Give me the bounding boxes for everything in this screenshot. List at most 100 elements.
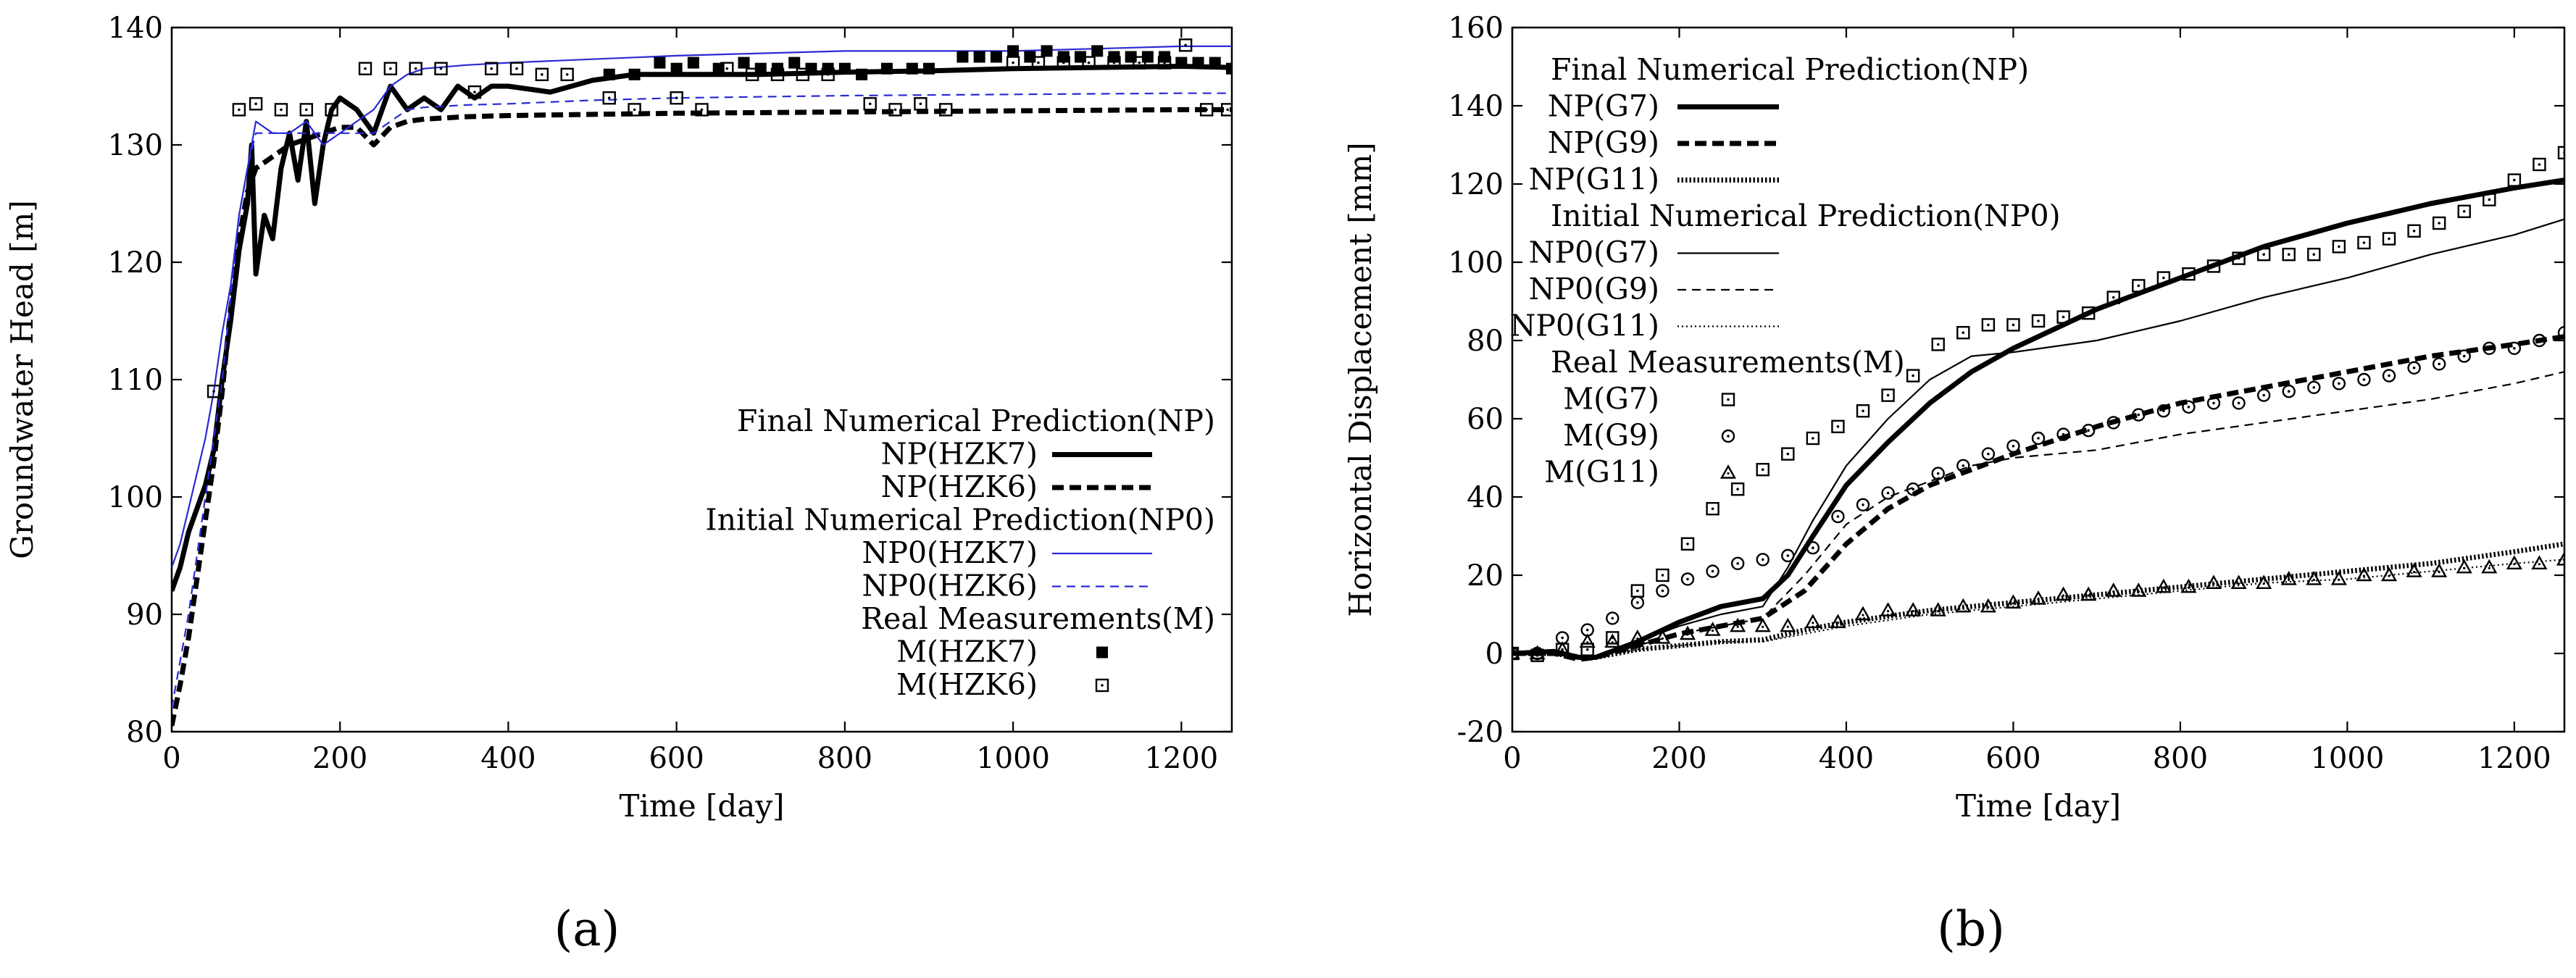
- data-point-m_g7: [2282, 248, 2296, 262]
- data-point-m_g11: [2506, 555, 2522, 569]
- series-line-np0_hzk6: [172, 92, 1232, 709]
- data-point-m_hzk7: [990, 51, 1002, 63]
- x-tick-label: 0: [1503, 742, 1521, 775]
- legend-group-title: Real Measurements(M): [861, 601, 1215, 636]
- data-point-m_g7: [2407, 224, 2421, 238]
- chart-a: 0 200 400 600 800 1000 1200 80 90 100 110 120 130 140…: [4, 12, 1233, 824]
- data-point-m_hzk6: [409, 62, 422, 75]
- data-point-m_hzk7: [880, 62, 893, 75]
- data-point-m_hzk6: [1082, 56, 1096, 70]
- data-point-m_hzk6: [1006, 56, 1020, 70]
- data-point-m_hzk6: [695, 103, 709, 117]
- legend-entry-label: NP(HZK7): [881, 437, 1038, 472]
- data-point-m_g11: [2130, 582, 2147, 597]
- data-point-m_g11: [2481, 559, 2498, 574]
- panel-label-a: (a): [554, 901, 620, 957]
- data-point-m_g7: [1856, 404, 1870, 418]
- data-point-m_g11: [1554, 641, 1571, 656]
- data-point-m_g9: [1730, 556, 1745, 570]
- data-point-m_g9: [1781, 548, 1795, 563]
- data-point-m_g9: [2132, 408, 2146, 422]
- data-point-m_g9: [2031, 431, 2046, 446]
- data-point-m_g7: [2507, 173, 2522, 187]
- y-tick-label: 160: [1449, 12, 1504, 45]
- data-point-m_g11: [2556, 551, 2564, 566]
- y-tick-label: 80: [126, 716, 163, 749]
- y-axis-label: Groundwater Head [m]: [4, 200, 40, 559]
- data-point-m_g9: [1706, 564, 1720, 578]
- y-tick-label: -20: [1457, 716, 1504, 749]
- legend-swatch-m_hzk7: [1096, 646, 1108, 659]
- data-point-m_g7: [2457, 204, 2471, 218]
- data-point-m_hzk7: [670, 62, 683, 75]
- data-point-m_g11: [1905, 602, 1922, 617]
- data-point-m_g7: [1706, 502, 1720, 516]
- data-point-m_g11: [2531, 555, 2548, 569]
- data-point-m_g7: [1656, 568, 1670, 582]
- data-point-m_g11: [2380, 567, 2398, 582]
- data-point-m_g11: [2306, 570, 2322, 585]
- x-tick-label: 400: [480, 742, 535, 775]
- data-point-m_g9: [2407, 361, 2421, 375]
- data-point-m_hzk7: [687, 57, 699, 69]
- data-point-m_hzk7: [788, 57, 801, 69]
- data-point-m_g11: [2180, 578, 2197, 593]
- data-point-m_g9: [1931, 467, 1945, 480]
- data-point-m_hzk6: [1178, 38, 1193, 52]
- data-point-m_hzk7: [923, 62, 935, 75]
- data-point-m_hzk7: [654, 57, 666, 69]
- legend-entry-label: NP0(HZK7): [862, 535, 1038, 570]
- data-point-m_hzk6: [821, 67, 835, 82]
- y-tick-label: 100: [108, 481, 163, 514]
- legend-group-title: Final Numerical Prediction(NP): [1551, 52, 2029, 87]
- x-axis-label: Time [day]: [620, 788, 785, 824]
- legend: Final Numerical Prediction(NP)NP(HZK7)NP…: [705, 404, 1215, 702]
- data-point-m_g7: [2132, 279, 2146, 293]
- data-point-m_g7: [1730, 482, 1745, 496]
- legend-entry-label: NP0(G7): [1529, 235, 1659, 270]
- data-point-m_hzk6: [914, 97, 928, 111]
- series-markers-m_g7: [1512, 146, 2564, 662]
- data-point-m_g7: [2031, 314, 2046, 328]
- data-point-m_g7: [2332, 240, 2346, 254]
- legend-swatch-m_g11: [1720, 464, 1737, 479]
- series-line-np0_g7: [1512, 218, 2564, 659]
- series-line-np_g7: [1512, 177, 2564, 660]
- data-point-m_g7: [2533, 157, 2546, 172]
- data-point-m_hzk6: [1107, 56, 1121, 70]
- data-point-m_hzk6: [358, 62, 372, 75]
- data-point-m_g9: [1630, 595, 1645, 609]
- data-point-m_hzk6: [1157, 56, 1172, 70]
- data-point-m_g11: [1955, 598, 1972, 613]
- data-point-m_g9: [2006, 439, 2020, 453]
- data-point-m_g7: [2432, 216, 2446, 230]
- data-point-m_g11: [1704, 622, 1721, 636]
- data-point-m_g11: [1679, 625, 1696, 640]
- data-point-m_g9: [1680, 572, 1695, 586]
- data-point-m_hzk7: [906, 62, 918, 75]
- data-point-m_hzk6: [863, 97, 877, 111]
- y-tick-label: 90: [126, 598, 163, 632]
- series-markers-m_hzk6: [207, 38, 1232, 398]
- data-point-m_hzk6: [745, 67, 759, 82]
- data-point-m_g11: [1804, 614, 1821, 628]
- legend-entry-label: NP(G11): [1529, 162, 1659, 197]
- data-point-m_hzk6: [207, 385, 221, 398]
- data-point-m_hzk6: [1031, 56, 1046, 70]
- legend-group-title: Initial Numerical Prediction(NP0): [1551, 198, 2061, 233]
- data-point-m_g11: [2406, 563, 2422, 577]
- data-point-m_g9: [1831, 509, 1845, 524]
- data-point-m_g9: [2483, 341, 2496, 355]
- data-point-m_g11: [1529, 645, 1546, 660]
- data-point-m_g9: [2282, 385, 2296, 398]
- data-point-m_hzk6: [535, 67, 549, 82]
- data-point-m_hzk6: [770, 67, 785, 82]
- data-point-m_g9: [2156, 404, 2171, 418]
- data-point-m_g9: [2432, 357, 2446, 371]
- legend-entry-label: M(G7): [1563, 382, 1659, 417]
- data-point-m_g11: [2080, 586, 2097, 601]
- data-point-m_g11: [1854, 606, 1872, 621]
- data-point-m_g9: [2332, 377, 2346, 390]
- data-point-m_g11: [1930, 602, 1946, 617]
